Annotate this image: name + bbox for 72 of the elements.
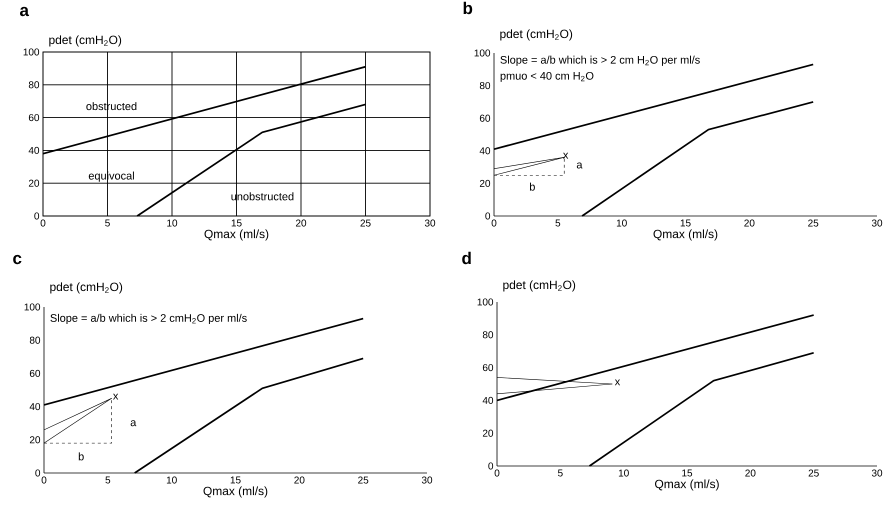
chart-title: d <box>462 252 471 264</box>
y-tick-label: 80 <box>480 82 490 90</box>
y-tick-label: 20 <box>480 180 490 187</box>
x-axis-title: Qmax (ml/s) <box>204 486 268 498</box>
x-tick-label: 25 <box>808 220 818 227</box>
x-tick-label: 30 <box>422 476 432 484</box>
x-tick-label: 15 <box>232 220 242 226</box>
y-tick-label: 0 <box>485 212 490 220</box>
y-axis-title: pdet (cmH$_{2}$O) <box>49 35 122 46</box>
annotation: Slope = a/b which is > 2 cm H$_{2}$O per ml/s <box>500 56 700 66</box>
x-tick-label: 25 <box>360 220 371 227</box>
chart-title: c <box>13 254 22 264</box>
annotation: x <box>113 394 118 400</box>
y-tick-label: 60 <box>30 370 40 377</box>
y-tick-label: 0 <box>34 212 40 220</box>
x-tick-label: 20 <box>745 470 756 477</box>
y-tick-label: 100 <box>24 303 40 311</box>
x-tick-label: 20 <box>294 476 304 484</box>
annotation: pmuo < 40 cm H$_{2}$O <box>500 72 594 82</box>
y-tick-label: 40 <box>28 146 40 154</box>
x-tick-label: 5 <box>558 470 563 476</box>
y-tick-label: 100 <box>478 298 494 306</box>
annotation: a <box>130 420 136 426</box>
y-tick-label: 80 <box>28 81 40 88</box>
annotation: x <box>614 379 620 386</box>
x-tick-label: 10 <box>166 476 177 484</box>
x-axis-title: Qmax (ml/s) <box>655 479 719 491</box>
y-tick-label: 20 <box>30 436 40 444</box>
y-axis-title: pdet (cmH$_{2}$O) <box>500 29 572 40</box>
annotation: a <box>576 162 582 168</box>
x-tick-label: 0 <box>42 476 46 484</box>
x-tick-label: 5 <box>105 220 110 226</box>
x-tick-label: 10 <box>618 470 629 477</box>
y-tick-label: 20 <box>482 430 494 437</box>
x-tick-label: 15 <box>682 470 692 476</box>
y-axis-title: pdet (cmH$_{2}$O) <box>50 282 122 294</box>
annotation: b <box>530 182 535 191</box>
x-tick-label: 5 <box>555 220 560 226</box>
x-tick-label: 15 <box>680 220 691 226</box>
y-tick-label: 60 <box>480 114 490 122</box>
x-axis-title: Qmax (ml/s) <box>654 229 718 241</box>
x-tick-label: 0 <box>494 470 500 477</box>
y-tick-label: 80 <box>482 331 494 338</box>
x-tick-label: 0 <box>40 220 46 227</box>
x-tick-label: 20 <box>296 220 306 227</box>
chart-title: a <box>20 6 30 16</box>
y-tick-label: 80 <box>30 336 40 344</box>
annotation: b <box>78 452 84 460</box>
y-axis-title: pdet (cmH$_{2}$O) <box>503 280 576 292</box>
x-tick-label: 30 <box>424 220 436 227</box>
y-tick-label: 100 <box>24 48 40 56</box>
chart-title: b <box>464 2 472 14</box>
x-tick-label: 10 <box>616 220 627 227</box>
annotation: Slope = a/b which is > 2 cmH$_{2}$O per ml/s <box>50 314 247 324</box>
x-tick-label: 25 <box>808 470 819 477</box>
y-tick-label: 40 <box>480 147 490 154</box>
y-tick-label: 20 <box>28 180 40 187</box>
y-tick-label: 0 <box>488 462 494 470</box>
x-tick-label: 10 <box>167 220 178 227</box>
y-tick-label: 40 <box>482 396 494 404</box>
annotation: x <box>563 152 568 159</box>
x-tick-label: 30 <box>872 220 882 227</box>
y-tick-label: 100 <box>474 49 490 57</box>
y-tick-label: 60 <box>28 114 40 122</box>
x-axis-title: Qmax (ml/s) <box>204 229 268 241</box>
y-tick-label: 60 <box>482 364 494 372</box>
x-tick-label: 5 <box>105 476 110 484</box>
x-tick-label: 25 <box>358 476 368 484</box>
y-tick-label: 40 <box>30 403 40 410</box>
x-tick-label: 30 <box>872 470 882 477</box>
x-tick-label: 15 <box>230 476 241 484</box>
x-tick-label: 20 <box>744 220 754 227</box>
